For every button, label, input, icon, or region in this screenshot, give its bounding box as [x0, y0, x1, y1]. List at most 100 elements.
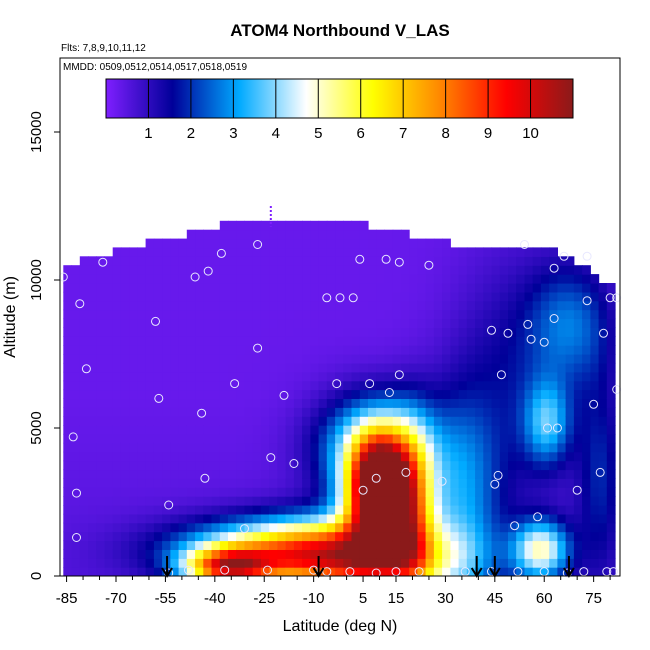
heatmap-cell [326, 283, 336, 293]
heatmap-cell [565, 256, 575, 266]
heatmap-cell [450, 425, 460, 435]
heatmap-cell [88, 256, 97, 266]
heatmap-cell [293, 425, 303, 435]
heatmap-cell [71, 469, 81, 479]
heatmap-cell [260, 283, 270, 293]
heatmap-cell [137, 362, 147, 373]
heatmap-cell [145, 247, 155, 257]
heatmap-cell [112, 407, 122, 417]
observation-point [58, 272, 68, 282]
heatmap-cell [285, 442, 295, 453]
heatmap-cell [400, 291, 410, 302]
heatmap-cell [236, 291, 245, 302]
observation-point [599, 328, 608, 338]
heatmap-cell [442, 505, 451, 515]
heatmap-cell [162, 407, 171, 417]
heatmap-cell [137, 558, 147, 568]
heatmap-cell [598, 371, 608, 382]
heatmap-cell [565, 549, 575, 559]
heatmap-cell [236, 354, 245, 364]
heatmap-cell [458, 425, 468, 435]
heatmap-cell [335, 283, 344, 293]
heatmap-cell [310, 487, 320, 497]
heatmap-cell [293, 238, 303, 249]
heatmap-cell [508, 380, 517, 391]
heatmap-cell [384, 265, 394, 275]
heatmap-cell [376, 345, 385, 355]
observation-point [612, 385, 622, 394]
heatmap-cell [153, 345, 163, 355]
heatmap-cell [260, 487, 270, 497]
heatmap-cell [219, 389, 229, 399]
heatmap-cell [79, 513, 89, 524]
heatmap-cell [170, 513, 180, 524]
heatmap-cell [343, 540, 353, 550]
heatmap-cell [524, 265, 534, 275]
heatmap-cell [549, 442, 558, 453]
heatmap-cell [195, 256, 204, 266]
observation-point [266, 453, 276, 463]
heatmap-cell [153, 567, 163, 576]
heatmap-cell [508, 300, 517, 311]
heatmap-cell [211, 336, 221, 346]
observation-point [200, 473, 210, 483]
heatmap-cell [557, 513, 567, 524]
heatmap-cell [425, 522, 435, 533]
observation-point [394, 370, 404, 380]
heatmap-cell [573, 309, 583, 320]
heatmap-cell [359, 407, 369, 417]
heatmap-cell [63, 407, 73, 417]
heatmap-cell [63, 380, 73, 391]
heatmap-cell [211, 416, 221, 426]
heatmap-cell [170, 274, 180, 284]
observation-point [582, 251, 592, 261]
heatmap-cell [211, 274, 221, 284]
heatmap-cell [524, 469, 534, 479]
heatmap-cell [359, 300, 369, 311]
heatmap-cell [137, 425, 147, 435]
heatmap-cell [236, 265, 245, 275]
heatmap-cell [368, 327, 377, 337]
heatmap-cell [195, 362, 204, 373]
heatmap-cell [335, 478, 344, 488]
heatmap-cell [425, 425, 435, 435]
colorbar-gradient [105, 78, 574, 119]
heatmap-cell [104, 265, 114, 275]
heatmap-cell [483, 460, 493, 471]
heatmap-cell [516, 451, 525, 462]
heatmap-cell [359, 540, 369, 550]
heatmap-cell [79, 327, 89, 337]
heatmap-cell [293, 220, 303, 231]
heatmap-cell [359, 345, 369, 355]
heatmap-cell [195, 380, 204, 391]
heatmap-cell [384, 274, 394, 284]
heatmap-cell [137, 345, 147, 355]
heatmap-cell [409, 345, 418, 355]
heatmap-cell [195, 309, 204, 320]
heatmap-cell [219, 496, 229, 506]
heatmap-cell [252, 327, 262, 337]
heatmap-cell [293, 327, 303, 337]
heatmap-cell [120, 496, 130, 506]
heatmap-cell [236, 238, 245, 249]
heatmap-cell [277, 274, 287, 284]
heatmap-cell [499, 354, 509, 364]
heatmap-cell [63, 549, 73, 559]
heatmap-cell [96, 256, 105, 266]
heatmap-cell [252, 522, 262, 533]
heatmap-cell [458, 371, 468, 382]
heatmap-cell [335, 318, 344, 328]
heatmap-cell [483, 318, 493, 328]
heatmap-cell [483, 487, 493, 497]
heatmap-cell [203, 469, 213, 479]
heatmap-cell [79, 300, 89, 311]
heatmap-cell [129, 451, 138, 462]
heatmap-cell [343, 247, 353, 257]
heatmap-cell [508, 496, 517, 506]
heatmap-cell [359, 522, 369, 533]
heatmap-cell [335, 522, 344, 533]
heatmap-cell [376, 487, 385, 497]
observation-point [190, 272, 200, 282]
heatmap-cell [211, 256, 221, 266]
heatmap-cell [532, 354, 542, 364]
